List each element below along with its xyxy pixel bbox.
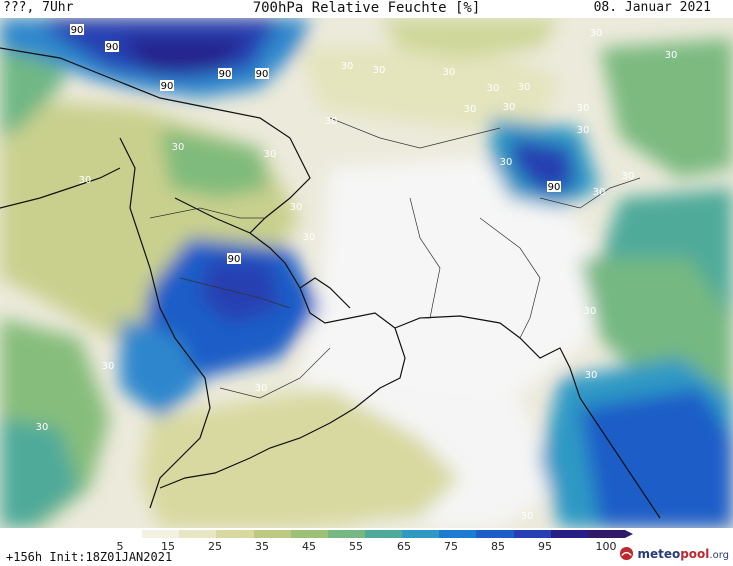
colorbar-segment <box>513 530 551 538</box>
colorbar-arrow <box>625 530 633 538</box>
colorbar-segment <box>290 530 328 538</box>
colorbar-tick-label: 65 <box>397 540 411 553</box>
colorbar-tick-label: 55 <box>349 540 363 553</box>
svg-text:30: 30 <box>79 175 92 186</box>
meteopool-logo[interactable]: meteopool.org <box>619 546 729 561</box>
svg-text:30: 30 <box>585 370 598 381</box>
svg-text:90: 90 <box>548 182 561 193</box>
logo-globe-icon <box>620 546 634 561</box>
run-info: +156h Init:18Z01JAN2021 <box>6 550 173 564</box>
svg-text:30: 30 <box>577 125 590 136</box>
colorbar-tick-label: 95 <box>538 540 552 553</box>
colorbar-segment <box>216 530 254 538</box>
contour-label-90: 90 <box>218 68 232 80</box>
humidity-map: 90 90 90 90 90 90 90 90 30 30 30 30 30 3… <box>0 18 733 528</box>
svg-text:90: 90 <box>161 81 174 92</box>
valid-date-label: 08. Januar 2021 <box>593 0 711 15</box>
colorbar <box>105 530 625 538</box>
colorbar-tick-label: 25 <box>208 540 222 553</box>
svg-text:90: 90 <box>256 69 269 80</box>
contour-labels: 90 90 90 90 90 90 90 90 30 30 30 30 30 3… <box>36 24 678 522</box>
colorbar-segment <box>364 530 403 538</box>
svg-text:30: 30 <box>518 82 531 93</box>
colorbar-segment <box>439 530 477 538</box>
svg-text:30: 30 <box>341 61 354 72</box>
contour-label-90: 90 <box>70 24 84 36</box>
colorbar-tick-label: 15 <box>161 540 175 553</box>
svg-text:30: 30 <box>665 50 678 61</box>
contour-label-90: 90 <box>547 181 561 193</box>
svg-text:30: 30 <box>464 104 477 115</box>
header-bar: ???, 7Uhr 700hPa Relative Feuchte [%] 08… <box>0 0 733 18</box>
svg-text:30: 30 <box>172 142 185 153</box>
colorbar-segment <box>105 530 143 538</box>
colorbar-segment <box>587 530 625 538</box>
svg-text:30: 30 <box>577 103 590 114</box>
colorbar-tick-label: 5 <box>116 540 124 553</box>
humidity-field <box>0 18 733 528</box>
colorbar-labels: 5 15 25 35 45 55 65 75 85 95 100 <box>0 540 733 554</box>
svg-text:30: 30 <box>590 28 603 39</box>
coastlines <box>0 47 661 519</box>
svg-text:30: 30 <box>521 511 534 522</box>
svg-text:30: 30 <box>584 306 597 317</box>
svg-text:30: 30 <box>325 116 338 127</box>
svg-text:30: 30 <box>303 232 316 243</box>
colorbar-tick-label: 100 <box>595 540 617 553</box>
svg-text:30: 30 <box>373 65 386 76</box>
footer-bar: 5 15 25 35 45 55 65 75 85 95 100 +156h Init:18Z01J… <box>0 528 733 566</box>
svg-text:30: 30 <box>264 149 277 160</box>
colorbar-tick-label: 35 <box>255 540 269 553</box>
svg-text:30: 30 <box>102 361 115 372</box>
svg-text:90: 90 <box>219 69 232 80</box>
svg-text:30: 30 <box>500 157 513 168</box>
colorbar-tick-label: 45 <box>302 540 316 553</box>
svg-text:30: 30 <box>503 102 516 113</box>
contour-label-90: 90 <box>227 253 241 265</box>
svg-text:30: 30 <box>36 422 49 433</box>
svg-text:90: 90 <box>228 254 241 265</box>
svg-text:90: 90 <box>71 25 84 36</box>
colorbar-segment <box>142 530 180 538</box>
colorbar-segment <box>402 530 440 538</box>
colorbar-segment <box>179 530 217 538</box>
svg-text:30: 30 <box>487 83 500 94</box>
country-borders <box>149 117 641 399</box>
colorbar-segment <box>476 530 514 538</box>
chart-title: 700hPa Relative Feuchte [%] <box>252 0 481 16</box>
svg-text:30: 30 <box>255 383 268 394</box>
contour-label-90: 90 <box>255 68 269 80</box>
svg-text:90: 90 <box>106 42 119 53</box>
colorbar-tick-label: 85 <box>491 540 505 553</box>
colorbar-tick-label: 75 <box>444 540 458 553</box>
contour-label-90: 90 <box>160 80 174 92</box>
svg-text:30: 30 <box>443 67 456 78</box>
colorbar-segment <box>327 530 365 538</box>
contour-labels-30: 30 30 30 30 30 30 30 30 30 30 30 30 30 3… <box>36 28 678 522</box>
logo-text: meteopool.org <box>637 546 729 561</box>
contour-label-90: 90 <box>105 41 119 53</box>
colorbar-segment <box>550 530 588 538</box>
svg-text:30: 30 <box>290 202 303 213</box>
svg-text:30: 30 <box>593 187 606 198</box>
svg-text:30: 30 <box>622 171 635 182</box>
valid-time-label: ???, 7Uhr <box>3 0 74 15</box>
colorbar-segment <box>253 530 291 538</box>
